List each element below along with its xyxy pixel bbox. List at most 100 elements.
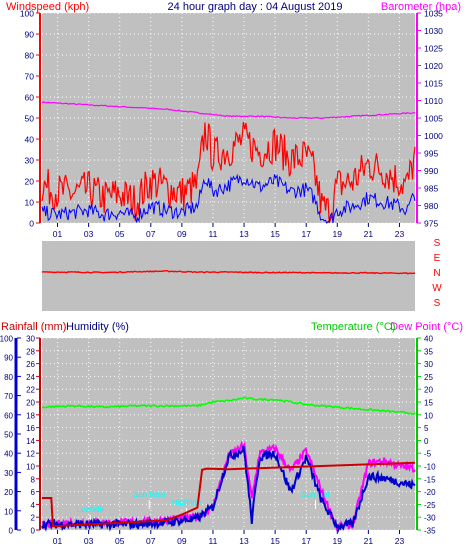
wind-x-tick-label: 21: [364, 229, 374, 239]
rainfall-tick-label: 18: [26, 411, 35, 420]
annotation-label: Lowtide: [76, 505, 104, 514]
direction-plot-area: [42, 241, 415, 311]
temperature-tick-label: -20: [424, 488, 436, 497]
humidity-tick-label: 30: [4, 469, 13, 478]
barometer-tick-label: 980: [424, 201, 438, 211]
rainfall-tick-label: 28: [26, 347, 35, 356]
temperature-tick-label: -30: [424, 514, 436, 523]
wind-gust-line: [41, 121, 416, 224]
wind-x-tick-label: 19: [333, 229, 343, 239]
direction-label: S: [434, 298, 441, 309]
humidity-axis-label: Humidity (%): [66, 321, 129, 333]
rainfall-tick-label: 24: [26, 373, 35, 382]
humidity-tick-label: 0: [9, 527, 14, 536]
temperature-tick-label: 0: [424, 437, 429, 446]
dewpoint-axis-label: Dew Point (°C): [390, 321, 463, 333]
temperature-tick-label: 25: [424, 373, 433, 382]
humidity-tick-label: 100: [0, 335, 14, 344]
temperature-plot-area: [42, 338, 415, 530]
humidity-tick-label: 60: [4, 411, 13, 420]
temperature-x-tick-label: 23: [395, 536, 405, 546]
temperature-tick-label: 40: [424, 335, 433, 344]
rainfall-tick-label: 14: [26, 437, 35, 446]
rainfall-tick-label: 4: [31, 501, 36, 510]
humidity-tick-label: 10: [4, 507, 13, 516]
temperature-x-tick-label: 07: [146, 536, 156, 546]
wind-direction-line: [41, 269, 416, 275]
direction-label: E: [434, 253, 441, 264]
rainfall-tick-label: 6: [31, 488, 36, 497]
temperature-x-tick-label: 15: [270, 536, 280, 546]
wind-x-tick-label: 07: [146, 229, 156, 239]
temperature-axis-label: Temperature (°C): [311, 321, 395, 333]
temperature-tick-label: 35: [424, 347, 433, 356]
barometer-tick-label: 1020: [424, 61, 443, 71]
wind-tick-label: 80: [25, 51, 35, 61]
humidity-tick-label: 50: [4, 431, 13, 440]
temperature-series: [41, 396, 416, 533]
rainfall-tick-label: 22: [26, 386, 35, 395]
temperature-tick-label: 10: [424, 411, 433, 420]
wind-x-tick-label: 11: [209, 229, 218, 239]
wind-tick-label: 90: [25, 30, 35, 40]
wind-tick-label: 100: [20, 9, 34, 19]
wind-y-ticks: 0 10 20 30 40 50 60 70 80 90 100: [20, 9, 40, 229]
temperature-x-tick-label: 05: [115, 536, 125, 546]
direction-label: N: [433, 268, 440, 279]
temperature-ticks: -35 -30 -25 -20 -15 -10 -5 0 5 10 15 20 25 30 35 40: [417, 335, 436, 536]
wind-x-tick-label: 03: [84, 229, 94, 239]
wind-tick-label: 10: [25, 198, 35, 208]
wind-x-tick-label: 15: [270, 229, 280, 239]
temperature-tick-label: -10: [424, 463, 436, 472]
annotation-label: Sun Rise: [133, 490, 166, 499]
direction-label: W: [432, 283, 442, 294]
rainfall-tick-label: 16: [26, 424, 35, 433]
wind-tick-label: 30: [25, 156, 35, 166]
temperature-x-tick-label: 01: [53, 536, 63, 546]
annotation-label: Hightide: [172, 498, 202, 507]
rainfall-tick-label: 30: [26, 335, 35, 344]
temperature-x-tick-label: 03: [84, 536, 94, 546]
temperature-tick-label: -5: [424, 450, 432, 459]
humidity-tick-label: 20: [4, 488, 13, 497]
barometer-tick-label: 1005: [424, 114, 443, 124]
rainfall-axis-label: Rainfall (mm): [1, 321, 66, 333]
barometer-tick-label: 1035: [424, 9, 443, 19]
barometer-tick-label: 1010: [424, 96, 443, 106]
rainfall-tick-label: 12: [26, 450, 35, 459]
barometer-y-ticks: 975 980 985 990 995 1000 1005 1010 1015 1020 1025 1…: [417, 9, 443, 229]
wind-tick-label: 20: [25, 177, 35, 187]
barometer-tick-label: 1000: [424, 131, 443, 141]
rainfall-tick-label: 20: [26, 399, 35, 408]
wind-tick-label: 50: [25, 114, 35, 124]
temperature-tick-label: -25: [424, 501, 436, 510]
wind-plot-area: [42, 13, 415, 223]
temperature-grid: [42, 337, 415, 531]
wind-x-tick-label: 23: [395, 229, 405, 239]
wind-x-tick-label: 13: [239, 229, 249, 239]
wind-tick-label: 0: [29, 219, 34, 229]
barometer-axis-label: Barometer (hpa): [381, 1, 461, 13]
temperature-x-ticks: 01 03 05 07 09 11 13 15 17 19 21 23: [53, 530, 405, 546]
temperature-tick-label: 30: [424, 360, 433, 369]
chart-title: 24 hour graph day : 04 August 2019: [168, 1, 343, 13]
temperature-tick-label: 20: [424, 386, 433, 395]
barometer-line: [41, 101, 416, 120]
wind-tick-label: 60: [25, 93, 35, 103]
barometer-tick-label: 995: [424, 149, 438, 159]
barometer-tick-label: 985: [424, 184, 438, 194]
temperature-tick-label: 5: [424, 424, 429, 433]
temperature-x-tick-label: 19: [333, 536, 343, 546]
rainfall-tick-label: 10: [26, 463, 35, 472]
rainfall-line: [42, 461, 416, 528]
rainfall-tick-label: 8: [31, 475, 36, 484]
barometer-tick-label: 1030: [424, 26, 443, 36]
humidity-tick-label: 90: [4, 354, 13, 363]
temperature-x-tick-label: 11: [209, 536, 218, 546]
